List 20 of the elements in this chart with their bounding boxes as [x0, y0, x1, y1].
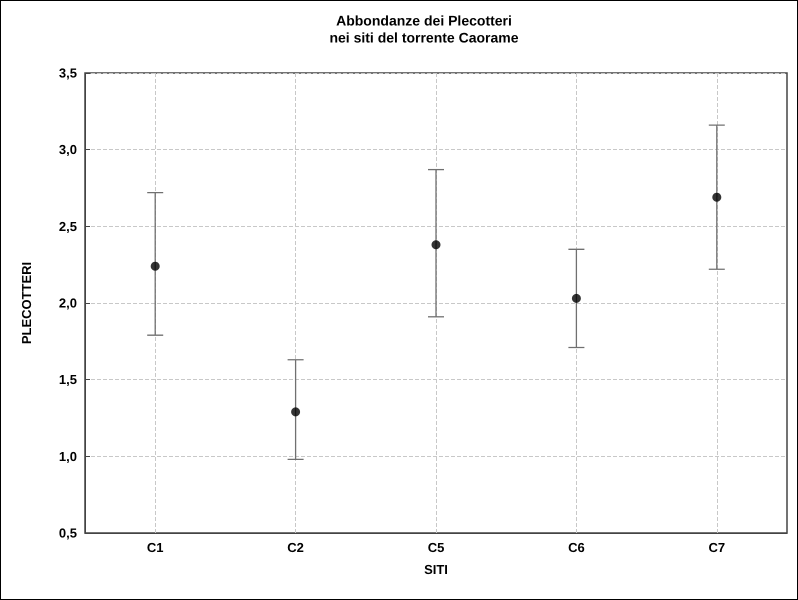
- y-tick-label: 0,5: [58, 526, 77, 540]
- x-tick-label: C7: [708, 540, 726, 555]
- point: [432, 240, 440, 250]
- chart-title: Abbondanze dei Plecotteri nei siti del torrente Caorame: [329, 12, 519, 46]
- point: [150, 262, 160, 271]
- x-tick-label: C5: [428, 540, 444, 555]
- point: [712, 192, 722, 202]
- y-tick-label: 1,0: [58, 448, 77, 464]
- y-tick-label: 2,0: [58, 296, 77, 310]
- y-tick-label: 3,0: [58, 142, 77, 158]
- point: [572, 294, 581, 303]
- x-tick-label: C1: [146, 540, 164, 555]
- x-axis-title: SITI: [424, 562, 448, 577]
- x-tick-label: C6: [568, 540, 585, 555]
- y-tick-label: 3,5: [58, 66, 77, 80]
- y-axis-title: PLECOTTERI: [19, 262, 34, 344]
- y-tick-label: 1,5: [58, 372, 77, 388]
- point: [291, 407, 300, 416]
- x-tick-label: C2: [287, 540, 304, 555]
- y-tick-label: 2,5: [58, 218, 77, 234]
